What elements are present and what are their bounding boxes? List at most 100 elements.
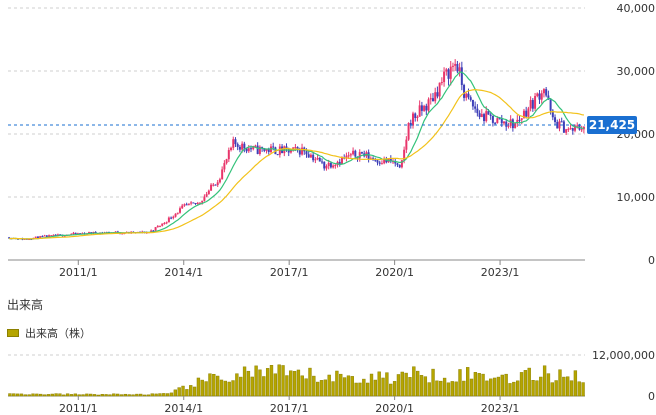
candle-body — [574, 125, 577, 131]
volume-bar — [369, 373, 374, 397]
volume-bar — [200, 379, 204, 397]
candle-body — [509, 119, 512, 126]
candle-body — [318, 157, 321, 162]
candle-body — [478, 113, 481, 117]
candle-body — [241, 143, 244, 150]
volume-legend[interactable]: 出来高（株） — [7, 325, 91, 341]
candle-body — [398, 164, 401, 168]
candle-body — [8, 237, 11, 239]
volume-bar — [131, 394, 135, 397]
volume-bar — [23, 394, 27, 397]
candle-body — [500, 118, 503, 124]
volume-bar — [458, 369, 462, 397]
candle-body — [121, 233, 124, 235]
candle-body — [181, 205, 184, 209]
volume-bar — [335, 370, 339, 397]
candle-body — [278, 146, 281, 155]
volume-bar — [469, 378, 474, 397]
volume-bar — [77, 394, 81, 397]
candle-body — [476, 108, 479, 114]
volume-legend-swatch — [7, 329, 19, 337]
price-x-tick: 2017/1 — [270, 266, 309, 279]
candle-body — [443, 71, 446, 83]
volume-bar — [96, 394, 101, 397]
volume-bar — [496, 376, 501, 397]
volume-bar — [519, 372, 524, 397]
candle-body — [34, 236, 37, 238]
candle-body — [327, 162, 330, 167]
volume-bar — [489, 378, 493, 397]
candle-body — [549, 99, 552, 111]
volume-bar — [319, 380, 324, 397]
candle-body — [463, 84, 466, 98]
candle-body — [254, 145, 257, 147]
candle-body — [210, 184, 213, 191]
candle-body — [236, 144, 239, 147]
candle-body — [154, 227, 157, 231]
volume-bar — [400, 371, 404, 397]
candle-body — [285, 146, 288, 149]
candle-body — [63, 235, 66, 237]
candle-body — [325, 166, 328, 169]
volume-bar — [323, 379, 328, 397]
candle-body — [216, 182, 219, 186]
candle-body — [467, 93, 470, 98]
candle-body — [431, 98, 434, 102]
volume-bar — [81, 394, 85, 397]
candle-body — [150, 230, 153, 233]
volume-bar — [281, 365, 285, 397]
volume-bar — [481, 373, 485, 397]
candle-body — [407, 123, 410, 140]
volume-bar — [181, 385, 185, 397]
candle-body — [349, 154, 352, 156]
candle-body — [41, 236, 44, 238]
candle-body — [74, 232, 77, 234]
candle-body — [456, 63, 459, 72]
candle-body — [256, 145, 259, 154]
candle-body — [518, 119, 521, 121]
price-y-tick: 40,000 — [617, 2, 656, 15]
volume-bar — [108, 394, 112, 397]
volume-bar — [581, 382, 585, 397]
volume-bar — [273, 373, 278, 397]
candle-body — [414, 113, 417, 118]
volume-bar — [504, 373, 508, 397]
volume-bar — [169, 392, 174, 397]
volume-bar — [196, 377, 201, 397]
candle-body — [161, 223, 164, 226]
volume-bar — [539, 376, 543, 397]
volume-bar — [292, 371, 297, 397]
volume-bar — [423, 376, 428, 397]
candle-body — [205, 194, 208, 197]
candle-body — [502, 121, 505, 124]
candle-body — [378, 162, 381, 164]
volume-bar — [404, 372, 408, 397]
volume-bar — [327, 374, 331, 397]
candle-body — [156, 226, 159, 228]
volume-bar — [165, 393, 170, 397]
candle-body — [296, 147, 299, 150]
candle-body — [43, 235, 46, 237]
price-x-tick: 2014/1 — [164, 266, 203, 279]
volume-bar — [185, 389, 189, 397]
volume-bar — [177, 387, 181, 397]
moving-average-lines — [9, 71, 585, 240]
volume-bar — [492, 377, 497, 397]
candle-body — [203, 196, 206, 201]
volume-bar — [523, 370, 528, 397]
candle-body — [505, 121, 508, 127]
volume-bar — [373, 379, 378, 397]
volume-bar — [346, 375, 351, 397]
volume-bar — [342, 377, 347, 397]
candle-body — [187, 203, 190, 205]
candle-body — [445, 69, 448, 72]
candle-body — [458, 67, 461, 72]
current-price-box — [587, 116, 637, 135]
candle-body — [405, 139, 408, 150]
candle-body — [230, 147, 233, 151]
candle-body — [232, 139, 235, 148]
candle-body — [511, 119, 514, 129]
candle-body — [447, 69, 450, 79]
volume-bar — [546, 373, 551, 397]
